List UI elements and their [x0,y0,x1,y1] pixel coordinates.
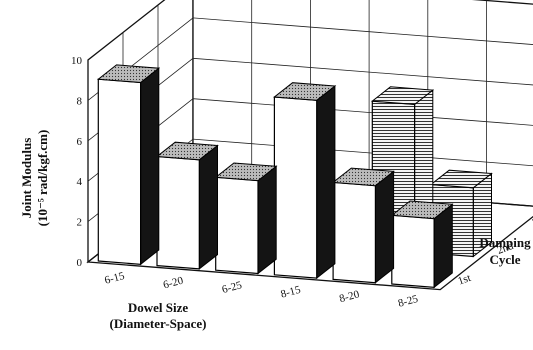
bar [214,162,278,275]
bar-top [273,82,337,101]
bar [273,82,337,280]
bar-front [156,155,200,270]
y-axis-title: Joint Modulus [19,138,34,219]
y-tick-label: 10 [71,55,83,67]
bar-top [155,141,219,161]
y-axis-title: (10⁻⁵ rad/kgf.cm) [35,130,50,227]
y-tick-label: 8 [77,95,83,107]
bar-front [273,96,318,279]
bar-side [374,170,395,284]
bar-front [391,214,435,288]
y-tick-label: 2 [77,217,83,229]
z-tick-label: 1st [456,272,472,288]
x-tick-label: 8-15 [279,284,302,301]
y-tick-label: 4 [77,176,83,188]
bar-top [370,86,435,105]
bar [390,200,454,289]
bar-top [96,64,161,84]
x-tick-label: 6-20 [162,274,185,291]
bar-side [140,67,160,266]
x-tick-label: 6-15 [103,270,126,287]
y-tick-label: 0 [77,257,83,269]
x-tick-label: 8-20 [338,288,361,305]
bar-side [257,165,277,275]
x-axis-title: (Diameter-Space) [110,316,207,331]
bar [155,141,219,270]
bar-top [390,200,454,220]
y-tick-label: 6 [77,136,83,148]
x-tick-label: 8-25 [397,293,420,310]
z-tick-label: 3rd [531,213,533,229]
bar-front [97,78,142,265]
bar-front [332,181,376,284]
bar [331,167,395,284]
bar-side [316,84,336,280]
bar-front [215,176,259,275]
x-axis-title: Dowel Size [128,300,189,315]
bar-side [198,144,218,270]
bar-top [214,162,278,182]
bar [96,64,161,266]
x-tick-label: 6-25 [221,279,244,296]
z-axis-title: Damping [479,235,531,250]
bar-top [429,169,493,189]
bar-top [331,167,395,187]
z-axis-title: Cycle [489,252,520,267]
z-tick-label: 2nd [496,240,516,257]
